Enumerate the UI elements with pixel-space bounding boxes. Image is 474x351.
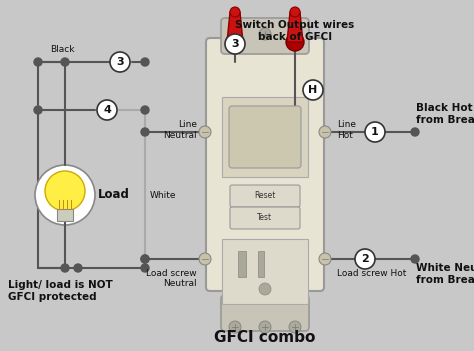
Text: White: White: [150, 191, 176, 199]
Text: Test: Test: [257, 213, 273, 223]
Circle shape: [141, 106, 149, 114]
Text: Load: Load: [98, 188, 130, 201]
Bar: [238, 251, 246, 277]
FancyBboxPatch shape: [221, 295, 309, 331]
Circle shape: [225, 34, 245, 54]
FancyBboxPatch shape: [230, 185, 300, 207]
Circle shape: [61, 58, 69, 66]
Text: 1: 1: [371, 127, 379, 137]
Circle shape: [290, 7, 300, 17]
FancyBboxPatch shape: [229, 106, 301, 168]
Text: 3: 3: [231, 39, 239, 49]
Text: Reset: Reset: [255, 192, 276, 200]
Text: Black: Black: [50, 45, 74, 54]
Circle shape: [355, 249, 375, 269]
Circle shape: [229, 321, 241, 333]
Circle shape: [199, 126, 211, 138]
Circle shape: [110, 52, 130, 72]
Text: Line
Neutral: Line Neutral: [164, 120, 197, 140]
FancyBboxPatch shape: [206, 38, 324, 291]
Circle shape: [303, 80, 323, 100]
Bar: [57, 209, 73, 221]
Circle shape: [141, 128, 149, 136]
Circle shape: [259, 28, 271, 40]
Circle shape: [289, 28, 301, 40]
Bar: [222, 239, 308, 304]
Circle shape: [319, 126, 331, 138]
Circle shape: [141, 264, 149, 272]
Circle shape: [34, 58, 42, 66]
FancyBboxPatch shape: [230, 207, 300, 229]
Text: Load screw
Neutral: Load screw Neutral: [146, 269, 197, 289]
Circle shape: [229, 28, 241, 40]
Polygon shape: [287, 12, 303, 42]
Circle shape: [141, 255, 149, 263]
Circle shape: [411, 128, 419, 136]
Circle shape: [141, 255, 149, 263]
Bar: [222, 97, 308, 177]
Circle shape: [61, 264, 69, 272]
Text: 3: 3: [116, 57, 124, 67]
Text: Black Hot
from Breaker: Black Hot from Breaker: [416, 103, 474, 125]
Text: H: H: [309, 85, 318, 95]
Bar: [258, 251, 264, 277]
Circle shape: [411, 255, 419, 263]
Circle shape: [319, 253, 331, 265]
Text: White Neutral
from Breaker box: White Neutral from Breaker box: [416, 263, 474, 285]
Circle shape: [259, 283, 271, 295]
Text: GFCI combo: GFCI combo: [214, 330, 316, 345]
Circle shape: [259, 321, 271, 333]
Polygon shape: [227, 12, 243, 42]
Circle shape: [141, 58, 149, 66]
Text: Switch Output wires
back of GFCI: Switch Output wires back of GFCI: [236, 20, 355, 42]
FancyBboxPatch shape: [221, 18, 309, 54]
Circle shape: [199, 253, 211, 265]
Text: Light/ load is NOT
GFCI protected: Light/ load is NOT GFCI protected: [8, 280, 113, 302]
Circle shape: [230, 7, 240, 17]
Text: Line
Hot: Line Hot: [337, 120, 356, 140]
Circle shape: [365, 122, 385, 142]
Text: 2: 2: [361, 254, 369, 264]
Circle shape: [226, 33, 244, 51]
Circle shape: [286, 33, 304, 51]
Circle shape: [289, 321, 301, 333]
Text: Load screw Hot: Load screw Hot: [337, 269, 406, 278]
Circle shape: [34, 106, 42, 114]
Circle shape: [97, 100, 117, 120]
Circle shape: [35, 165, 95, 225]
Circle shape: [45, 171, 85, 211]
Circle shape: [74, 264, 82, 272]
Text: 4: 4: [103, 105, 111, 115]
